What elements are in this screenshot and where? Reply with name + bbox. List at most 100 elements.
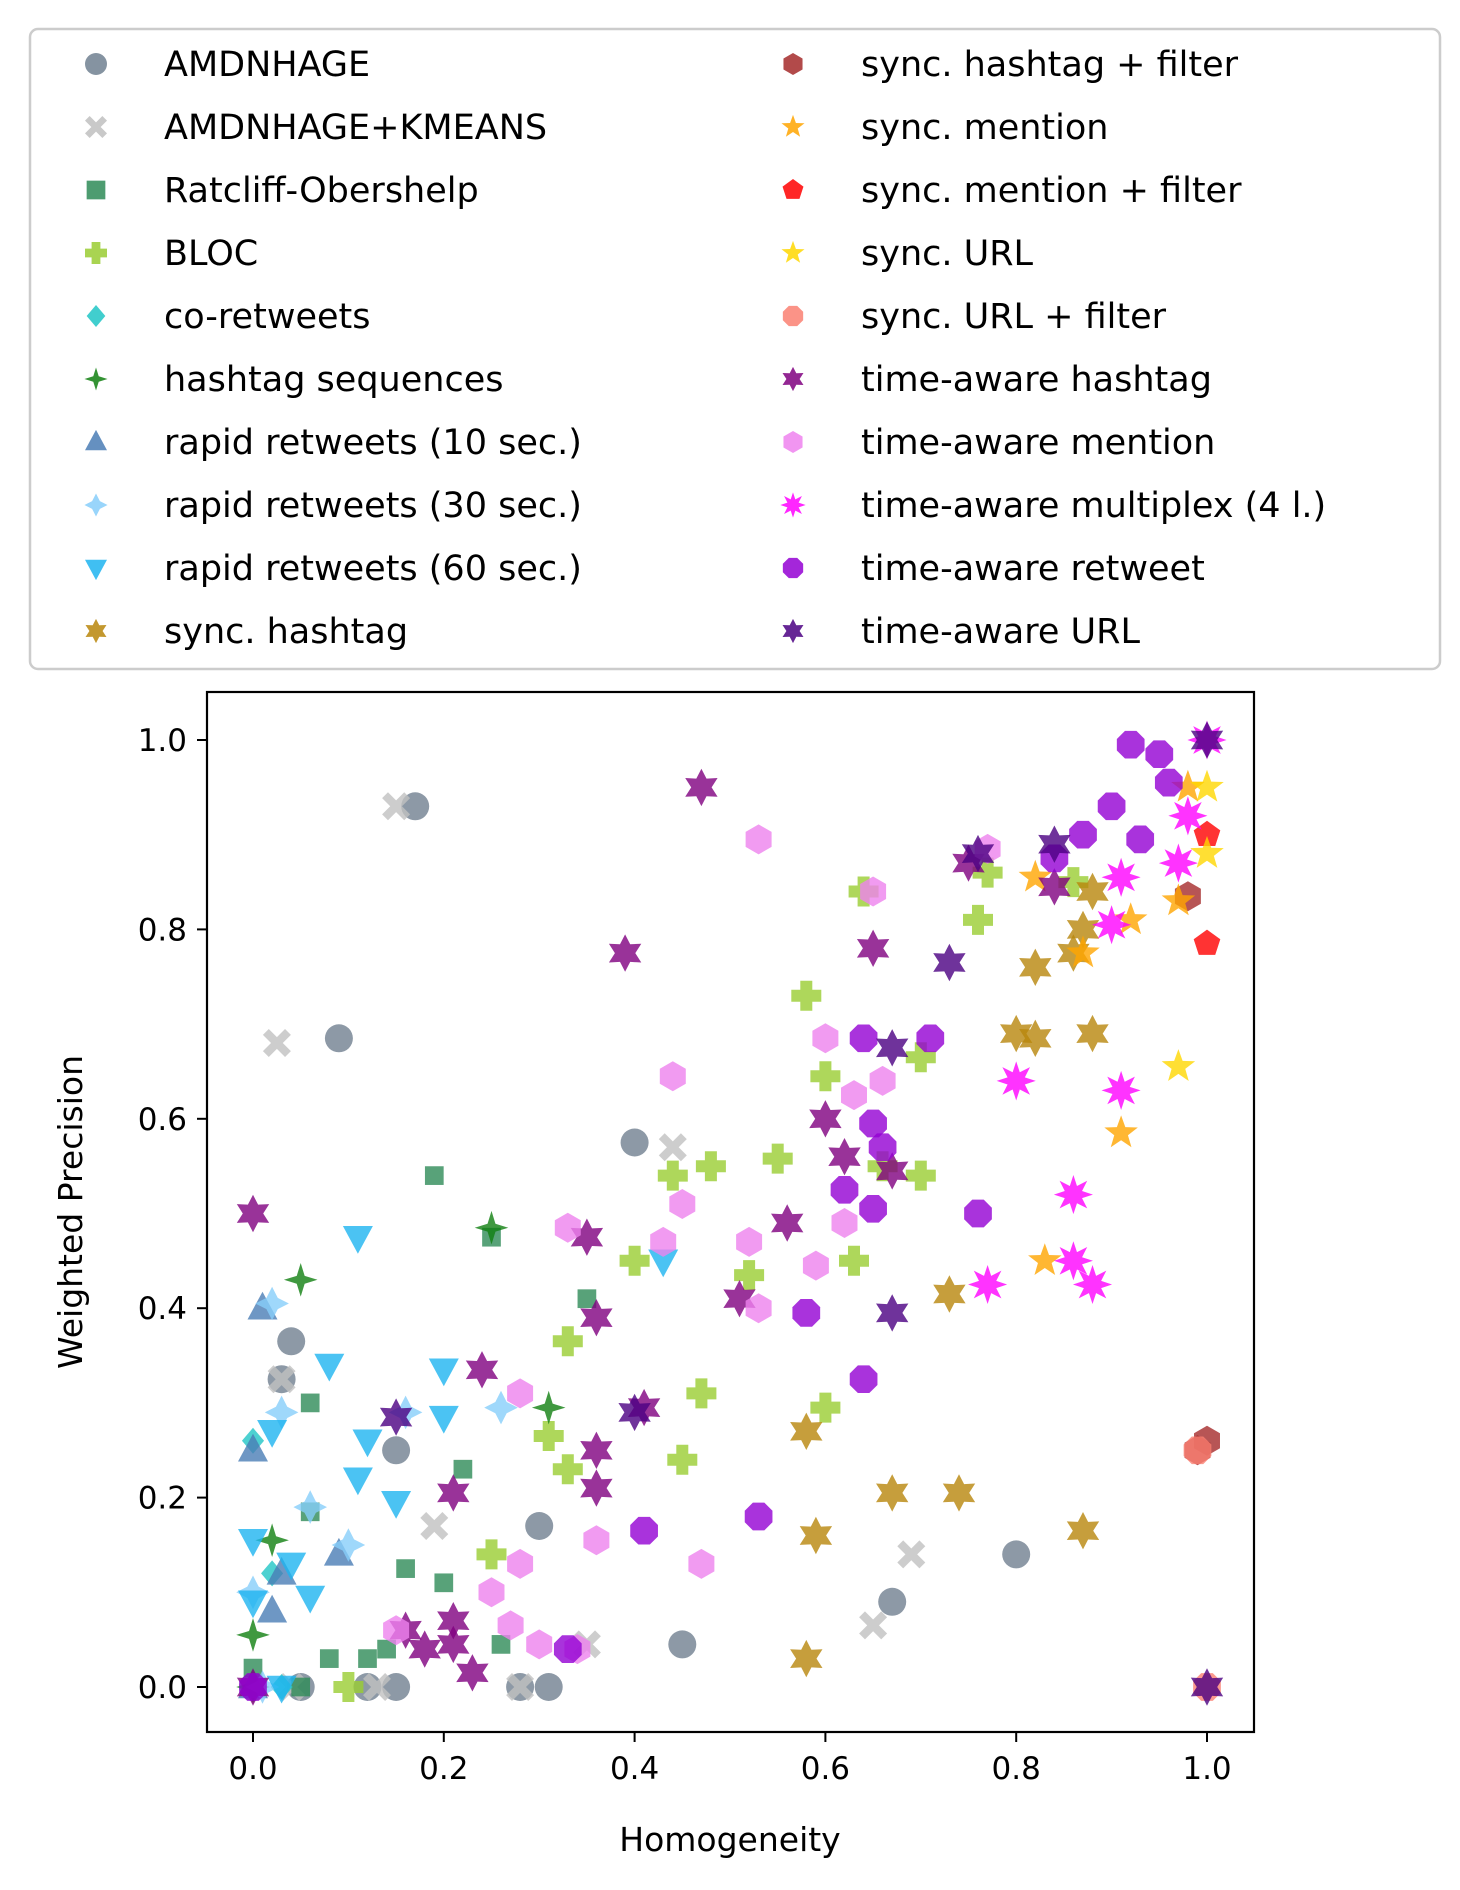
data-point xyxy=(1171,769,1205,802)
data-point xyxy=(238,1590,268,1619)
data-point xyxy=(331,1528,366,1562)
data-point xyxy=(1002,1540,1031,1569)
data-point xyxy=(476,1539,507,1570)
legend-marker-bloc xyxy=(85,242,107,264)
x-axis: 0.0 0.2 0.4 0.6 0.8 1.0 xyxy=(228,1732,1232,1787)
legend-marker-sync-mention xyxy=(781,114,805,137)
data-point xyxy=(1069,820,1097,849)
legend-entry-amdnhage-kmeans: AMDNHAGE+KMEANS xyxy=(85,108,547,148)
legend-entry-time-aware-hashtag: time-aware hashtag xyxy=(782,360,1212,400)
data-point xyxy=(420,1512,449,1540)
data-point xyxy=(830,1175,859,1204)
data-point xyxy=(859,1194,887,1223)
legend-entry-sync-mention: sync. mention xyxy=(781,108,1108,148)
legend-label: rapid retweets (30 sec.) xyxy=(164,486,582,526)
data-point xyxy=(552,1454,583,1485)
y-tick-label: 1.0 xyxy=(138,723,187,759)
data-point xyxy=(859,1611,888,1640)
data-point xyxy=(1053,1241,1093,1281)
data-point xyxy=(583,1525,610,1556)
data-point xyxy=(1066,935,1100,968)
legend-entry-sync-url-filter: sync. URL + filter xyxy=(782,297,1167,337)
legend-label: hashtag sequences xyxy=(164,360,503,400)
legend-label: sync. URL xyxy=(861,234,1034,274)
data-point xyxy=(553,1635,582,1663)
data-point xyxy=(791,980,822,1011)
data-point xyxy=(790,1639,823,1678)
legend-entry-rapid-retweets-10-sec: rapid retweets (10 sec.) xyxy=(85,423,582,463)
data-point xyxy=(363,1673,391,1701)
legend-label: rapid retweets (10 sec.) xyxy=(164,423,582,463)
series-time-aware-url xyxy=(379,721,1224,1706)
legend-label: sync. hashtag + filter xyxy=(861,45,1239,85)
data-point xyxy=(437,1625,470,1664)
data-point xyxy=(267,1365,296,1394)
legend-entry-hashtag-sequences: hashtag sequences xyxy=(84,360,503,400)
data-point xyxy=(905,1160,936,1191)
data-point xyxy=(526,1629,553,1660)
legend-entry-amdnhage: AMDNHAGE xyxy=(85,45,370,85)
data-point xyxy=(685,768,718,807)
data-point xyxy=(266,1675,297,1704)
legend-label: AMDNHAGE+KMEANS xyxy=(164,108,547,148)
data-point xyxy=(276,1552,307,1581)
data-point xyxy=(1097,792,1126,821)
data-point xyxy=(554,1212,581,1243)
data-point xyxy=(577,1289,597,1309)
data-point xyxy=(1092,905,1132,945)
legend-label: time-aware mention xyxy=(861,423,1215,463)
legend-label: sync. mention + filter xyxy=(861,171,1242,211)
data-point xyxy=(668,1630,697,1659)
plot-area xyxy=(205,690,1256,1734)
data-point xyxy=(434,1573,454,1593)
data-point xyxy=(942,1474,976,1512)
data-point xyxy=(552,1326,583,1357)
data-point xyxy=(333,1672,364,1702)
x-tick-label: 0.4 xyxy=(610,1751,659,1787)
data-point xyxy=(839,1245,869,1276)
data-point xyxy=(377,1639,396,1659)
data-point xyxy=(897,1540,926,1569)
legend-label: rapid retweets (60 sec.) xyxy=(164,549,582,589)
legend-marker-rapid-retweets-60-sec xyxy=(85,559,107,581)
x-tick-label: 1.0 xyxy=(1182,1751,1231,1787)
data-point xyxy=(379,1398,413,1436)
data-point xyxy=(933,943,966,982)
series-bloc xyxy=(333,857,1089,1702)
data-point xyxy=(916,1024,945,1053)
legend-label: time-aware URL xyxy=(861,612,1140,652)
data-point xyxy=(686,1378,717,1409)
data-point xyxy=(1038,825,1071,863)
data-point xyxy=(1066,1512,1100,1550)
data-point xyxy=(352,1429,383,1458)
x-tick-label: 0.8 xyxy=(992,1751,1041,1787)
data-point xyxy=(484,1390,518,1425)
series-sync-url xyxy=(1161,769,1224,1081)
data-point xyxy=(382,1436,411,1465)
data-point xyxy=(771,1204,804,1242)
data-point xyxy=(238,1528,268,1557)
data-point xyxy=(1019,1019,1052,1057)
data-point xyxy=(491,1635,511,1654)
data-point xyxy=(810,1392,841,1423)
data-point xyxy=(257,1420,288,1448)
x-tick-label: 0.2 xyxy=(419,1751,468,1787)
data-point xyxy=(619,1245,650,1276)
data-point xyxy=(650,1226,677,1257)
data-point xyxy=(314,1353,345,1382)
legend-entry-sync-mention-filter: sync. mention + filter xyxy=(782,171,1242,211)
legend-entry-time-aware-retweet: time-aware retweet xyxy=(782,549,1205,589)
data-point xyxy=(428,1358,459,1387)
data-point xyxy=(580,1299,613,1337)
data-point xyxy=(968,1264,1008,1305)
legend-marker-time-aware-retweet xyxy=(782,557,804,579)
data-point xyxy=(809,1100,842,1138)
legend-marker-rapid-retweets-30-sec xyxy=(84,493,108,517)
data-point xyxy=(860,876,887,907)
data-point xyxy=(961,834,995,873)
data-point xyxy=(1161,883,1196,916)
data-point xyxy=(1113,902,1148,935)
data-point xyxy=(859,1109,887,1138)
data-point xyxy=(283,1263,318,1297)
data-point xyxy=(1066,910,1100,949)
